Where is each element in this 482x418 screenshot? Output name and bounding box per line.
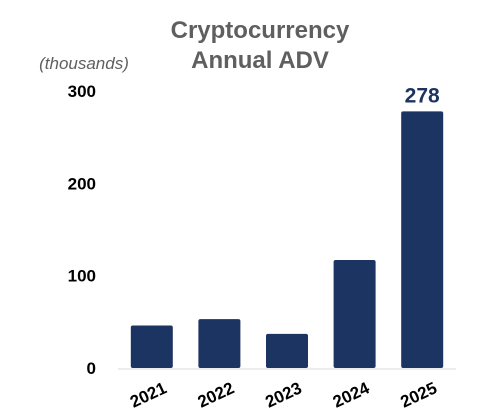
data-label-2025: 278	[405, 84, 440, 107]
x-tick-label: 2021	[127, 378, 169, 411]
data-labels: 278	[405, 84, 440, 107]
bar-2025	[401, 111, 444, 369]
y-unit-label: (thousands)	[39, 54, 129, 73]
bar-2022	[198, 319, 241, 368]
bars	[130, 111, 444, 369]
y-tick-label: 200	[68, 174, 96, 193]
y-tick-label: 300	[68, 82, 96, 101]
chart-title-line-1: Cryptocurrency	[171, 17, 350, 44]
x-tick-label: 2025	[398, 378, 440, 411]
bar-2023	[266, 333, 308, 368]
chart-title-line-2: Annual ADV	[191, 47, 329, 74]
x-axis: 2021 2022 2023 2024 2025	[127, 378, 440, 411]
y-axis: 0 100 200 300	[68, 82, 96, 378]
x-tick-label: 2023	[262, 378, 304, 411]
x-tick-label: 2024	[330, 378, 373, 411]
y-tick-label: 100	[68, 267, 96, 286]
x-tick-label: 2022	[195, 378, 237, 411]
y-tick-label: 0	[87, 359, 96, 378]
bar-2021	[130, 325, 173, 368]
bar-2024	[333, 259, 376, 368]
